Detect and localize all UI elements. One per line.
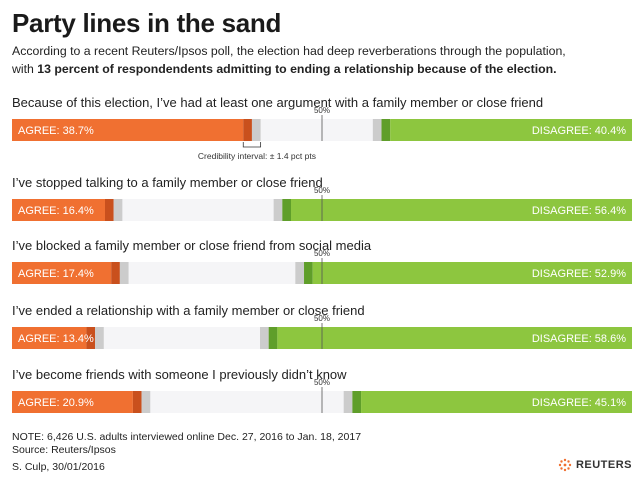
disagree-ci-gray <box>260 327 269 349</box>
agree-ci-bar <box>243 119 252 141</box>
question-label: I’ve become friends with someone I previ… <box>12 367 347 382</box>
disagree-ci-gray <box>295 262 305 284</box>
agree-value-label: AGREE: 16.4% <box>18 205 94 217</box>
agree-ci-bar <box>86 327 96 349</box>
disagree-ci-bar <box>304 262 313 284</box>
agree-value-label: AGREE: 17.4% <box>18 268 94 280</box>
agree-bar <box>12 199 105 221</box>
reuters-dot-logo-icon <box>558 458 572 472</box>
disagree-ci-gray <box>343 391 353 413</box>
reuters-logo: REUTERS <box>558 458 632 472</box>
disagree-bar <box>277 327 632 349</box>
disagree-bar <box>390 119 632 141</box>
midline-label: 50% <box>314 249 330 258</box>
agree-value-label: AGREE: 13.4% <box>18 333 94 345</box>
subtitle-line-1: According to a recent Reuters/Ipsos poll… <box>12 44 566 58</box>
agree-ci-gray <box>95 327 104 349</box>
disagree-value-label: DISAGREE: 45.1% <box>532 397 626 409</box>
agree-ci-bar <box>105 199 114 221</box>
agree-value-label: AGREE: 38.7% <box>18 125 94 137</box>
agree-ci-bar <box>132 391 142 413</box>
midline-label: 50% <box>314 378 330 387</box>
footer-source: Source: Reuters/Ipsos <box>12 444 116 456</box>
agree-bar <box>12 327 87 349</box>
credibility-interval-label: Credibility interval: ± 1.4 pct pts <box>198 151 316 161</box>
question-label: I’ve blocked a family member or close fr… <box>12 238 372 253</box>
agree-bar <box>12 119 244 141</box>
disagree-value-label: DISAGREE: 52.9% <box>532 268 626 280</box>
agree-bar <box>12 391 133 413</box>
diverging-bar-chart: Because of this election, I’ve had at le… <box>12 95 632 413</box>
agree-ci-gray <box>119 262 129 284</box>
disagree-ci-bar <box>282 199 291 221</box>
question-label: Because of this election, I’ve had at le… <box>12 95 543 110</box>
disagree-ci-bar <box>381 119 391 141</box>
disagree-bar <box>361 391 632 413</box>
disagree-bar <box>312 262 632 284</box>
disagree-ci-gray <box>372 119 382 141</box>
question-label: I’ve stopped talking to a family member … <box>12 175 323 190</box>
agree-value-label: AGREE: 20.9% <box>18 397 94 409</box>
agree-ci-gray <box>113 199 123 221</box>
chart-title: Party lines in the sand <box>12 8 282 38</box>
reuters-wordmark: REUTERS <box>575 459 632 471</box>
question-label: I’ve ended a relationship with a family … <box>12 303 365 318</box>
footer-credit: S. Culp, 30/01/2016 <box>12 461 105 473</box>
subtitle-line-2: with 13 percent of respondendents admitt… <box>12 62 557 76</box>
disagree-ci-bar <box>268 327 278 349</box>
midline-label: 50% <box>314 186 330 195</box>
midline-label: 50% <box>314 314 330 323</box>
disagree-value-label: DISAGREE: 40.4% <box>532 125 626 137</box>
subtitle-line-2-prefix: with <box>12 62 38 76</box>
disagree-ci-gray <box>273 199 283 221</box>
credibility-bracket <box>242 142 262 148</box>
midline-label: 50% <box>314 106 330 115</box>
disagree-bar <box>291 199 632 221</box>
agree-ci-gray <box>141 391 151 413</box>
agree-bar <box>12 262 112 284</box>
disagree-ci-bar <box>352 391 362 413</box>
footer-note: NOTE: 6,426 U.S. adults interviewed onli… <box>12 431 362 443</box>
agree-ci-gray <box>251 119 261 141</box>
disagree-value-label: DISAGREE: 58.6% <box>532 333 626 345</box>
disagree-value-label: DISAGREE: 56.4% <box>532 205 626 217</box>
agree-ci-bar <box>111 262 120 284</box>
subtitle-line-2-emphasis: 13 percent of respondendents admitting t… <box>37 62 557 76</box>
